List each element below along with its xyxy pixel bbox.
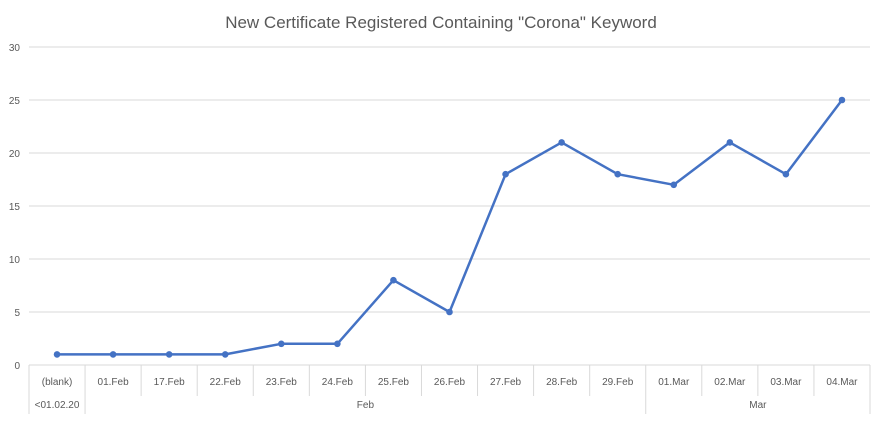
x-tick-label: 01.Feb bbox=[98, 377, 130, 388]
data-point bbox=[502, 170, 509, 178]
x-tick-label: 23.Feb bbox=[266, 377, 298, 388]
x-tick-label: 22.Feb bbox=[210, 377, 242, 388]
y-tick-label: 30 bbox=[9, 43, 21, 54]
x-tick-label: 29.Feb bbox=[602, 377, 634, 388]
data-point bbox=[614, 170, 621, 178]
chart-title: New Certificate Registered Containing "C… bbox=[225, 13, 657, 32]
x-group-label: <01.02.20 bbox=[35, 400, 80, 411]
y-tick-label: 25 bbox=[9, 96, 21, 107]
x-tick-label: 02.Mar bbox=[714, 377, 746, 388]
x-tick-label: 27.Feb bbox=[490, 377, 522, 388]
data-point bbox=[53, 351, 61, 358]
y-tick-label: 0 bbox=[14, 361, 20, 372]
x-tick-label: (blank) bbox=[42, 377, 73, 388]
x-tick-label: 26.Feb bbox=[434, 377, 466, 388]
data-point bbox=[390, 276, 397, 284]
data-point bbox=[838, 96, 846, 104]
x-tick-label: 25.Feb bbox=[378, 377, 410, 388]
y-tick-label: 20 bbox=[9, 149, 21, 160]
x-tick-label: 01.Mar bbox=[658, 377, 690, 388]
data-point bbox=[782, 170, 790, 178]
data-point bbox=[334, 340, 341, 348]
data-point bbox=[558, 139, 565, 146]
data-point bbox=[278, 340, 285, 348]
data-point bbox=[165, 351, 173, 358]
x-tick-label: 24.Feb bbox=[322, 377, 354, 388]
x-tick-label: 04.Mar bbox=[826, 377, 858, 388]
y-tick-label: 10 bbox=[9, 255, 21, 266]
data-series bbox=[53, 96, 846, 358]
x-tick-label: 28.Feb bbox=[546, 377, 578, 388]
y-tick-label: 5 bbox=[14, 308, 20, 319]
x-group-label: Mar bbox=[749, 400, 767, 411]
x-axis: (blank) 01.Feb 17.Feb 22.Feb 23.Feb 24.Feb 25.… bbox=[28, 365, 871, 414]
x-group-label: Feb bbox=[357, 400, 375, 411]
y-tick-label: 15 bbox=[9, 202, 21, 213]
data-point bbox=[670, 181, 678, 189]
y-axis: 0 5 10 15 20 25 30 bbox=[9, 43, 21, 372]
data-point bbox=[221, 351, 229, 358]
data-point bbox=[726, 139, 734, 146]
data-point bbox=[109, 351, 117, 358]
data-point bbox=[446, 308, 453, 316]
x-tick-label: 17.Feb bbox=[154, 377, 186, 388]
x-tick-label: 03.Mar bbox=[770, 377, 802, 388]
